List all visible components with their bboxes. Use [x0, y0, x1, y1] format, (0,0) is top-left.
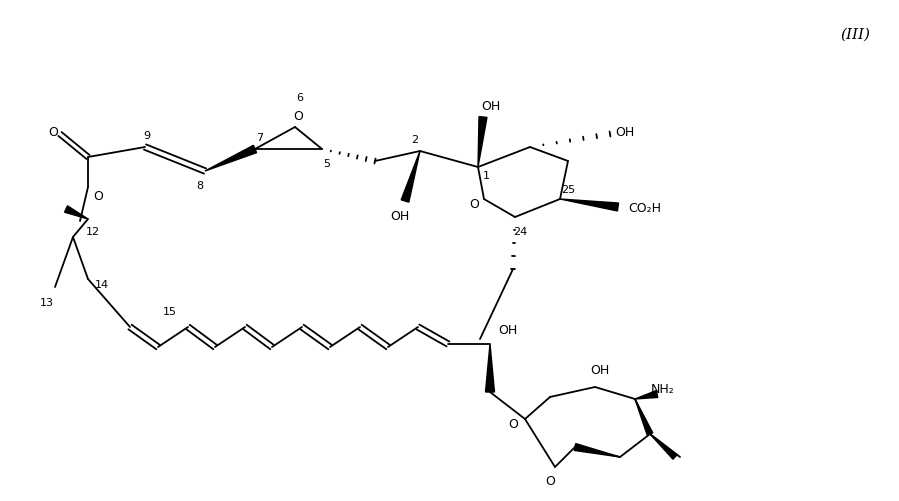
Text: 24: 24	[512, 226, 527, 236]
Text: 1: 1	[483, 171, 489, 181]
Text: 5: 5	[324, 159, 331, 169]
Text: (III): (III)	[840, 28, 870, 42]
Text: OH: OH	[616, 125, 635, 138]
Text: O: O	[48, 126, 58, 139]
Text: 15: 15	[163, 307, 177, 316]
Text: 9: 9	[144, 131, 150, 141]
Polygon shape	[401, 152, 420, 203]
Polygon shape	[65, 206, 88, 219]
Text: 6: 6	[297, 93, 304, 103]
Polygon shape	[478, 117, 487, 168]
Text: 12: 12	[86, 226, 100, 236]
Polygon shape	[574, 444, 620, 457]
Polygon shape	[560, 199, 619, 211]
Text: 14: 14	[95, 280, 109, 290]
Text: O: O	[469, 198, 479, 211]
Text: 7: 7	[256, 133, 263, 143]
Text: O: O	[545, 474, 555, 487]
Text: OH: OH	[498, 323, 518, 336]
Text: O: O	[293, 109, 303, 122]
Text: OH: OH	[481, 99, 501, 112]
Polygon shape	[635, 391, 658, 399]
Polygon shape	[635, 399, 653, 435]
Text: NH₂: NH₂	[651, 383, 675, 396]
Text: 2: 2	[412, 135, 419, 145]
Text: 13: 13	[40, 298, 54, 308]
Text: CO₂H: CO₂H	[628, 201, 662, 214]
Text: OH: OH	[390, 209, 410, 222]
Text: 25: 25	[561, 185, 575, 194]
Text: 8: 8	[197, 181, 203, 190]
Polygon shape	[485, 344, 494, 392]
Polygon shape	[205, 146, 256, 172]
Text: O: O	[508, 418, 518, 431]
Polygon shape	[650, 434, 677, 459]
Text: O: O	[93, 189, 103, 202]
Text: OH: OH	[591, 363, 610, 376]
